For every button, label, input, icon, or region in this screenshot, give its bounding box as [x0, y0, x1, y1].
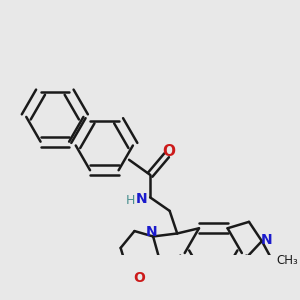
Text: N: N	[261, 232, 272, 247]
Text: N: N	[146, 225, 158, 239]
Text: CH₃: CH₃	[276, 254, 298, 267]
Text: N: N	[136, 192, 148, 206]
Text: H: H	[126, 194, 135, 208]
Text: O: O	[134, 271, 146, 285]
Text: O: O	[163, 144, 176, 159]
